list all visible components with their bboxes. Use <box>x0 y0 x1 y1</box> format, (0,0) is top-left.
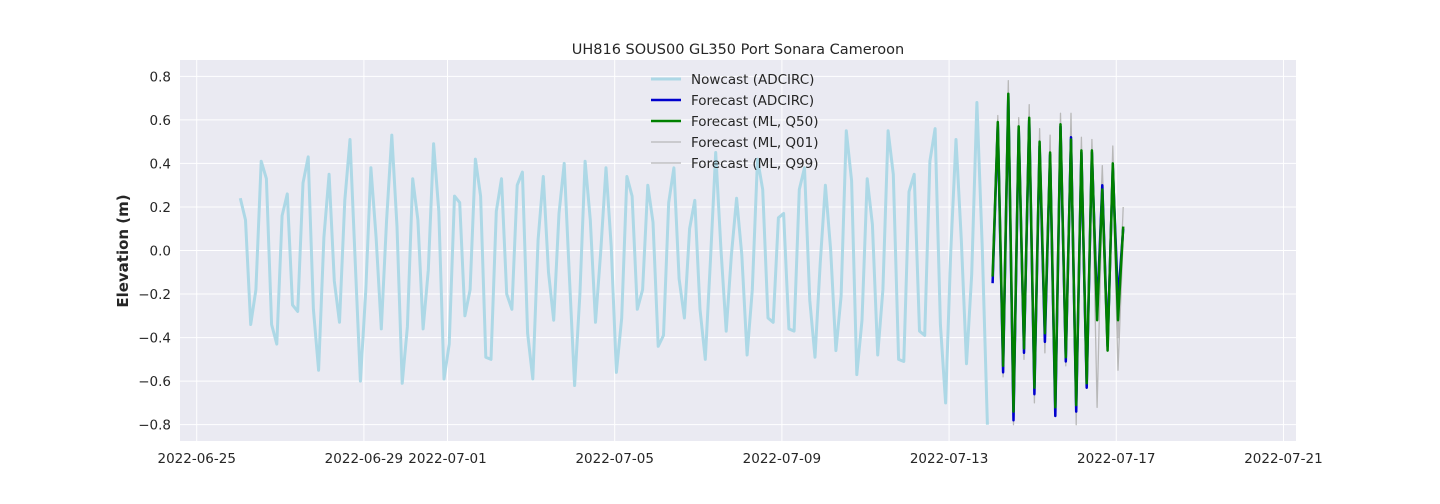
legend-label: Forecast (ML, Q01) <box>691 135 819 151</box>
y-tick-labels: 0.8 0.6 0.4 0.2 0.0 −0.2 −0.4 −0.6 −0.8 <box>138 69 171 433</box>
y-tick-label: 0.2 <box>150 200 171 216</box>
chart-title: UH816 SOUS00 GL350 Port Sonara Cameroon <box>572 42 905 58</box>
y-tick-label: 0.4 <box>150 156 171 172</box>
legend: Nowcast (ADCIRC) Forecast (ADCIRC) Forecas… <box>651 72 819 172</box>
x-tick-label: 2022-06-29 <box>325 451 403 467</box>
y-tick-label: 0.6 <box>150 113 171 129</box>
legend-label: Nowcast (ADCIRC) <box>691 72 814 88</box>
y-tick-label: −0.6 <box>138 374 171 390</box>
legend-label: Forecast (ADCIRC) <box>691 93 814 109</box>
x-tick-label: 2022-07-01 <box>408 451 486 467</box>
x-tick-label: 2022-07-09 <box>743 451 821 467</box>
y-tick-label: 0.0 <box>150 244 171 260</box>
y-tick-label: −0.4 <box>138 331 171 347</box>
y-tick-label: 0.8 <box>150 69 171 85</box>
x-tick-label: 2022-06-25 <box>157 451 235 467</box>
grid <box>180 60 1296 441</box>
x-tick-label: 2022-07-05 <box>575 451 653 467</box>
legend-label: Forecast (ML, Q50) <box>691 114 819 130</box>
series-line-0 <box>238 101 989 425</box>
legend-label: Forecast (ML, Q99) <box>691 156 819 172</box>
series-group <box>238 80 1125 426</box>
x-tick-label: 2022-07-21 <box>1244 451 1322 467</box>
x-tick-label: 2022-07-17 <box>1077 451 1155 467</box>
x-tick-labels: 2022-06-25 2022-06-29 2022-07-01 2022-07-05… <box>157 451 1322 467</box>
y-tick-label: −0.2 <box>138 287 171 303</box>
y-tick-label: −0.8 <box>138 418 171 434</box>
y-axis-label: Elevation (m) <box>114 194 132 307</box>
x-tick-label: 2022-07-13 <box>910 451 988 467</box>
series-line-2 <box>991 92 1125 413</box>
